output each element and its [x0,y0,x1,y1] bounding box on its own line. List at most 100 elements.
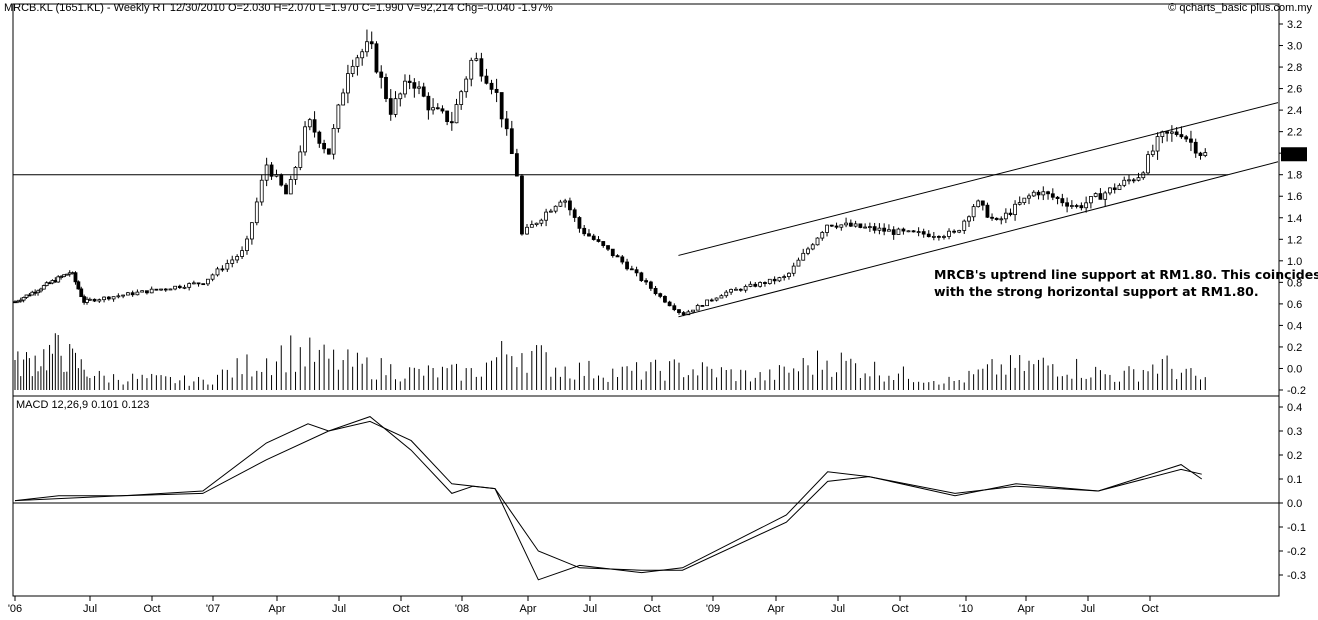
candle-body [738,288,743,291]
candle-body [56,276,61,283]
candle-body [1041,191,1046,196]
macd-tick-label: -0.2 [1287,546,1306,558]
candle-body [942,236,946,238]
candle-body [431,107,435,111]
candle-body [620,256,625,263]
candle-body [820,232,825,239]
candle-body [407,80,412,83]
candle-body [1089,196,1093,204]
candle-body [336,104,341,129]
candle-body [906,230,911,233]
candle-body [464,78,469,93]
candle-body [882,227,887,232]
candle-body [801,252,806,261]
candle-body [484,75,489,84]
candle-body [872,226,877,231]
candle-body [971,206,976,218]
candle-body [293,167,298,180]
x-tick-label: Jul [583,603,597,615]
candle-body [829,224,834,227]
candle-body [509,128,514,155]
candle-body [298,151,303,168]
candle-body [1203,152,1208,156]
x-tick-label: Apr [519,603,536,615]
candle-body [168,288,173,291]
candle-body [92,298,97,302]
macd-line [14,416,1203,581]
candle-body [259,179,264,203]
candle-body [777,277,782,282]
candle-body [520,175,524,235]
candle-body [957,230,962,233]
candle-body [729,289,733,293]
candle-body [648,281,653,289]
candle-body [952,230,957,233]
candle-body [936,235,941,238]
candle-body [379,71,384,78]
candle-body [421,86,426,97]
candle-body [1013,203,1017,216]
candle-body [1122,179,1127,186]
candle-body [848,222,853,227]
x-tick-label: Oct [392,603,409,615]
price-tick-label: 2.4 [1287,105,1302,117]
lower-trendline [678,161,1279,318]
candle-body [658,293,663,297]
price-tick-label: 1.8 [1287,170,1302,182]
candle-body [121,294,126,297]
candle-body [1174,131,1179,135]
candle-body [230,259,235,264]
annotation-line-1: MRCB's uptrend line support at RM1.80. T… [934,267,1318,282]
candle-body [529,224,534,228]
candle-body [767,278,772,284]
candle-body [667,301,672,307]
candle-body [758,282,763,287]
candle-body [130,292,135,296]
candle-body [994,217,999,220]
candle-body [1103,192,1108,200]
candle-body [709,299,714,302]
candle-body [921,231,926,235]
signal-line [14,420,1202,571]
candle-body [691,309,695,313]
candle-body [73,272,78,283]
candle-body [534,222,539,225]
candle-body [220,268,225,271]
candle-body [398,93,403,100]
candle-body [173,285,178,290]
price-tick-label: 3.2 [1287,19,1302,31]
candle-body [563,200,568,203]
candle-body [753,283,758,287]
candle-body [149,288,154,294]
candle-body [863,226,868,229]
candle-body [587,233,591,237]
candle-body [1084,202,1089,209]
candle-body [1065,202,1069,207]
candle-body [312,119,317,133]
candle-body [474,58,479,61]
candle-body [504,118,509,130]
candle-body [469,59,474,80]
macd-panel [13,416,1279,581]
candle-body [163,288,168,291]
candle-body [525,226,529,235]
candle-body [355,57,360,67]
candle-body [629,268,634,271]
candle-body [479,58,484,77]
macd-label: MACD 12,26,9 0.101 0.123 [16,399,149,411]
candle-body [346,73,350,94]
candle-body [644,280,649,283]
x-tick-label: Jul [1081,603,1095,615]
x-tick-label: '09 [706,603,720,615]
candle-body [449,121,454,124]
candle-body [106,296,111,300]
candle-body [322,142,326,150]
candle-body [772,278,777,282]
candle-body [1198,152,1203,156]
candle-body [825,224,829,233]
candle-body [1169,131,1174,134]
candle-body [417,86,421,89]
candle-body [1036,191,1041,196]
x-tick-label: Jul [83,603,97,615]
candle-body [887,229,891,232]
